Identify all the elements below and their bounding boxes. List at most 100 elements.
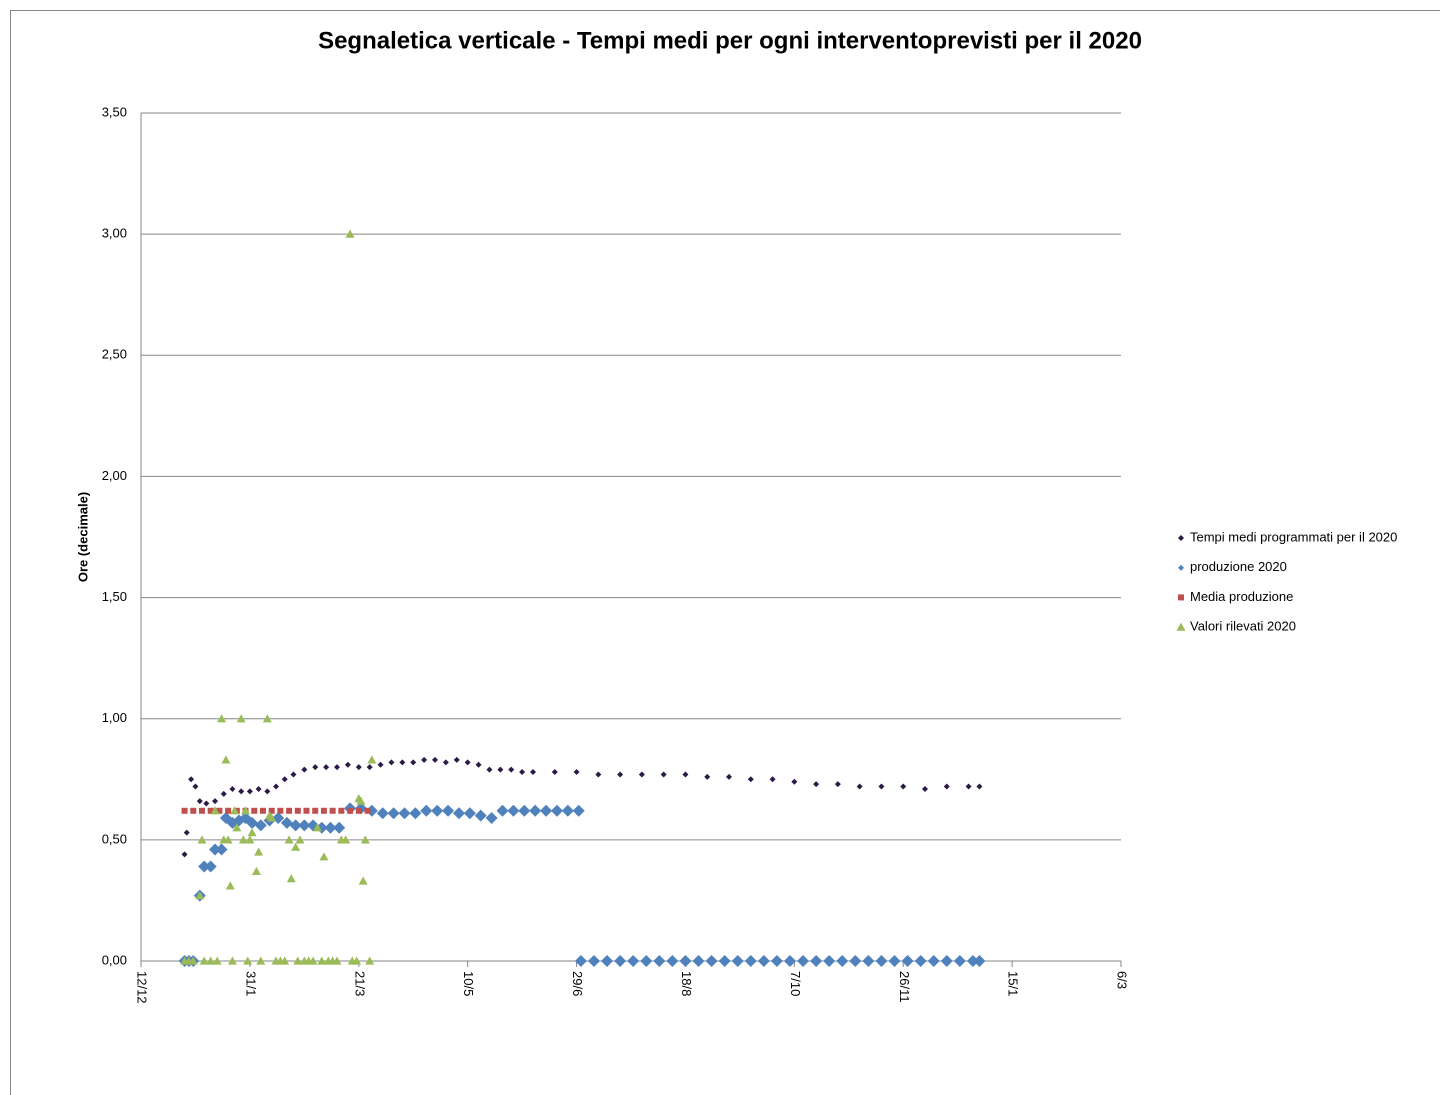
marker xyxy=(241,806,251,815)
marker xyxy=(259,807,266,814)
marker xyxy=(474,809,487,822)
chart-title: Segnaletica verticale - Tempi medi per o… xyxy=(318,27,1142,54)
marker xyxy=(797,955,810,967)
marker xyxy=(475,761,482,768)
series xyxy=(181,756,983,858)
marker xyxy=(849,955,862,967)
marker xyxy=(245,835,255,844)
marker xyxy=(409,807,422,820)
marker xyxy=(227,956,237,965)
marker xyxy=(943,783,950,790)
marker xyxy=(875,955,888,967)
marker xyxy=(238,788,245,795)
y-tick-label: 1,50 xyxy=(102,589,127,604)
marker xyxy=(508,766,515,773)
legend-label: Valori rilevati 2020 xyxy=(1190,619,1296,634)
marker xyxy=(320,807,327,814)
x-tick-label: 15/1 xyxy=(1006,971,1021,996)
legend-marker xyxy=(1178,535,1184,541)
marker xyxy=(312,764,319,771)
marker xyxy=(215,843,228,856)
marker xyxy=(225,881,235,890)
marker xyxy=(254,847,264,856)
marker xyxy=(540,804,553,817)
marker xyxy=(209,843,222,856)
marker xyxy=(355,807,362,814)
marker xyxy=(312,807,319,814)
marker xyxy=(529,804,542,817)
marker xyxy=(238,835,248,844)
marker xyxy=(551,769,558,776)
marker xyxy=(181,851,188,858)
marker xyxy=(442,759,449,766)
marker xyxy=(769,776,776,783)
marker xyxy=(273,783,280,790)
marker xyxy=(317,956,327,965)
marker xyxy=(212,956,222,965)
x-tick-label: 12/12 xyxy=(135,971,150,1004)
marker xyxy=(232,823,242,832)
legend-label: Media produzione xyxy=(1190,589,1293,604)
marker xyxy=(530,769,536,776)
marker xyxy=(888,955,901,967)
y-tick-label: 1,00 xyxy=(102,710,127,725)
marker xyxy=(365,956,375,965)
x-tick-label: 26/11 xyxy=(897,971,912,1003)
marker xyxy=(366,764,373,771)
marker xyxy=(345,229,355,238)
marker xyxy=(574,955,587,967)
marker xyxy=(718,955,731,967)
marker xyxy=(303,807,310,814)
marker xyxy=(251,807,258,814)
legend-marker xyxy=(1178,564,1184,571)
marker xyxy=(247,828,257,837)
marker xyxy=(286,874,296,883)
marker xyxy=(376,807,389,820)
marker xyxy=(388,759,395,766)
marker xyxy=(181,807,188,814)
marker xyxy=(277,807,284,814)
marker xyxy=(561,804,574,817)
marker xyxy=(329,807,336,814)
marker xyxy=(747,776,754,783)
marker xyxy=(333,821,346,834)
x-tick-label: 29/6 xyxy=(570,971,585,996)
marker xyxy=(442,804,455,817)
marker xyxy=(834,781,841,788)
marker xyxy=(254,819,267,832)
marker xyxy=(319,852,329,861)
marker xyxy=(188,956,198,965)
marker xyxy=(550,804,563,817)
legend-marker xyxy=(1176,622,1186,631)
marker xyxy=(486,766,493,773)
marker xyxy=(267,813,277,822)
marker xyxy=(280,816,293,829)
marker xyxy=(358,876,368,885)
y-tick-label: 2,50 xyxy=(102,347,127,362)
marker xyxy=(356,796,366,805)
marker xyxy=(914,955,927,967)
marker xyxy=(246,788,253,795)
marker xyxy=(344,761,351,768)
marker xyxy=(291,842,301,851)
legend-label: Tempi medi programmati per il 2020 xyxy=(1190,529,1397,544)
marker xyxy=(587,955,600,967)
marker xyxy=(324,821,337,834)
marker xyxy=(660,771,667,778)
marker xyxy=(210,806,220,815)
marker xyxy=(783,955,796,967)
y-tick-label: 0,50 xyxy=(102,831,127,846)
marker xyxy=(295,835,305,844)
marker xyxy=(268,807,275,814)
marker xyxy=(284,835,294,844)
marker xyxy=(286,807,293,814)
marker xyxy=(744,955,757,967)
marker xyxy=(290,771,297,778)
marker xyxy=(338,807,345,814)
marker xyxy=(595,771,602,778)
marker xyxy=(453,756,460,763)
marker xyxy=(264,788,271,795)
marker xyxy=(519,769,526,776)
marker xyxy=(679,955,692,967)
marker xyxy=(627,955,640,967)
